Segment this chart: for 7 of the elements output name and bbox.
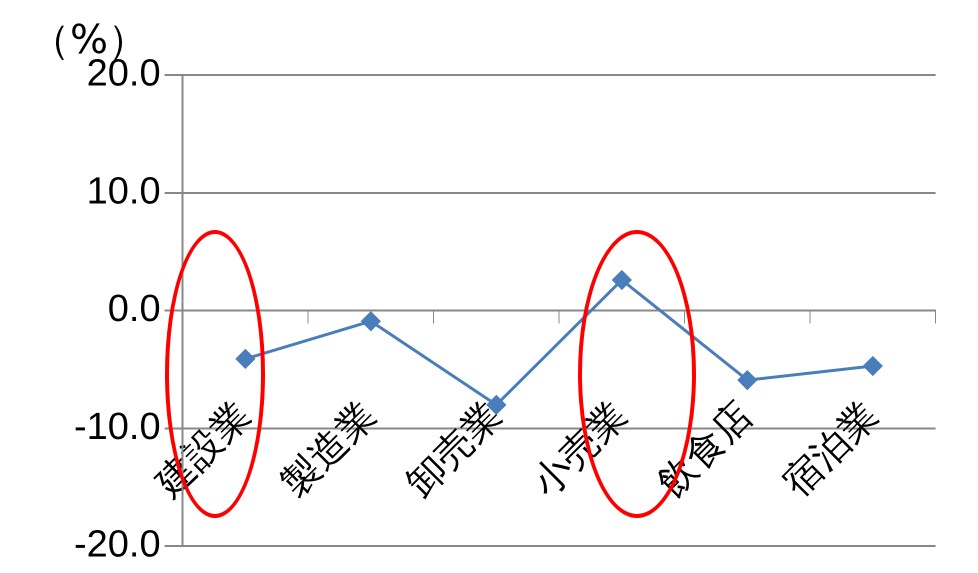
x-tick-label: 卸売業 <box>398 392 510 505</box>
y-tick-label: -20.0 <box>74 524 161 566</box>
x-tick-label: 製造業 <box>272 392 384 505</box>
x-tick-label: 宿泊業 <box>774 392 886 505</box>
y-tick-label: -10.0 <box>74 406 161 448</box>
y-tick-label: 0.0 <box>108 288 161 330</box>
y-tick-label: 10.0 <box>86 170 161 212</box>
